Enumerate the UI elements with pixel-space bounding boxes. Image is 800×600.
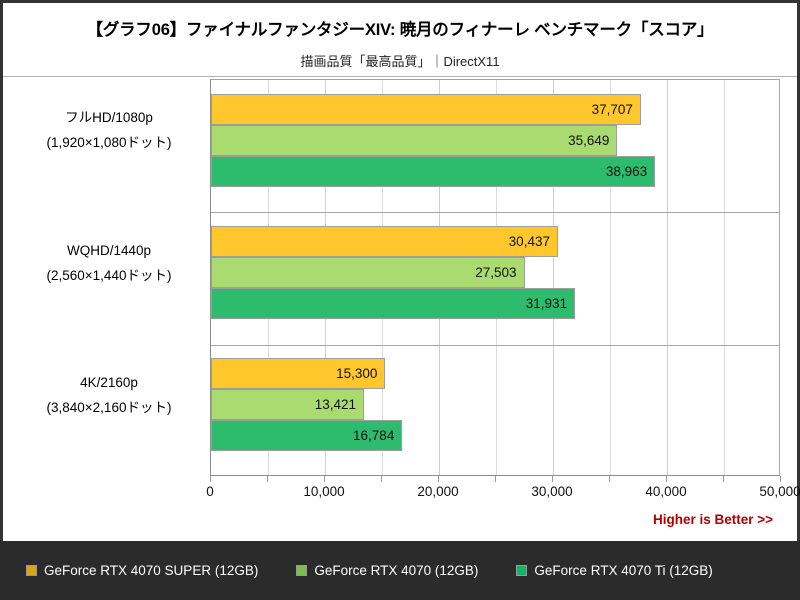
x-axis-label: 30,000 [531, 484, 573, 499]
chart-legend: GeForce RTX 4070 SUPER (12GB) GeForce RTX… [0, 541, 800, 600]
category-label-line2: (1,920×1,080ドット) [46, 135, 172, 151]
bar: 38,963 [211, 155, 656, 187]
legend-swatch-icon [516, 565, 528, 576]
bar-value-label: 30,437 [508, 234, 550, 249]
x-axis-tick [210, 476, 211, 482]
category-separator [211, 344, 779, 346]
legend-item: GeForce RTX 4070 (12GB) [296, 563, 478, 578]
bar-value-label: 35,649 [568, 132, 610, 148]
x-axis-tick [780, 476, 781, 482]
bar: 30,437 [211, 226, 558, 257]
legend-swatch-icon [296, 565, 308, 576]
x-axis-label: 0 [206, 484, 214, 499]
legend-label: GeForce RTX 4070 (12GB) [314, 563, 479, 578]
legend-label: GeForce RTX 4070 Ti (12GB) [534, 563, 713, 578]
x-axis-tick [438, 476, 439, 482]
category-label-line1: 4K/2160p [80, 374, 138, 390]
bar: 31,931 [211, 288, 575, 319]
bar: 37,707 [211, 93, 641, 125]
chart-subtitle: 描画品質「最高品質」｜DirectX11 [300, 54, 500, 69]
gridline [610, 80, 611, 475]
bar-value-label: 37,707 [591, 101, 633, 117]
category-label-line2: (2,560×1,440ドット) [46, 267, 172, 283]
category-label-line1: WQHD/1440p [66, 242, 152, 258]
legend-swatch-icon [26, 565, 37, 576]
legend-item: GeForce RTX 4070 SUPER (12GB) [26, 563, 258, 578]
x-axis-label: 50,000 [759, 484, 800, 499]
x-axis-tick [495, 476, 496, 482]
x-axis-tick [609, 476, 610, 482]
gridline [724, 80, 725, 475]
gridline [553, 80, 554, 475]
category-label-line1: フルHD/1080p [65, 110, 153, 126]
legend-item: GeForce RTX 4070 Ti (12GB) [516, 563, 713, 578]
higher-is-better-note: Higher is Better >> [652, 512, 773, 527]
x-axis-tick [324, 476, 325, 482]
bar-value-label: 38,963 [605, 163, 648, 179]
bar: 13,421 [211, 389, 364, 421]
category-separator [211, 212, 779, 214]
x-axis-tick [666, 476, 667, 482]
category-label: WQHD/1440p (2,560×1,440ドット) [11, 238, 207, 288]
category-label-line2: (3,840×2,160ドット) [46, 399, 172, 415]
category-label: 4K/2160p (3,840×2,160ドット) [11, 370, 207, 420]
category-label: フルHD/1080p (1,920×1,080ドット) [11, 105, 207, 155]
x-axis-tick [381, 476, 382, 482]
bar: 27,503 [211, 257, 525, 288]
bar: 35,649 [211, 124, 618, 156]
x-axis-label: 10,000 [303, 484, 345, 499]
bar-value-label: 13,421 [314, 397, 356, 413]
bar-value-label: 31,931 [525, 296, 567, 311]
bar: 15,300 [211, 358, 386, 390]
bar: 16,784 [211, 420, 403, 452]
bar-value-label: 15,300 [336, 366, 378, 382]
bar-value-label: 27,503 [475, 265, 517, 280]
x-axis-label: 20,000 [417, 484, 459, 499]
title-block: 【グラフ06】ファイナルファンタジーXIV: 暁月のフィナーレ ベンチマーク「ス… [3, 3, 797, 76]
bar-value-label: 16,784 [353, 428, 395, 444]
x-axis-label: 40,000 [645, 484, 687, 499]
legend-label: GeForce RTX 4070 SUPER (12GB) [44, 563, 259, 578]
gridline [667, 80, 668, 475]
title-divider [3, 76, 797, 77]
x-axis-tick [552, 476, 553, 482]
chart-title: 【グラフ06】ファイナルファンタジーXIV: 暁月のフィナーレ ベンチマーク「ス… [86, 21, 714, 39]
x-axis-tick [267, 476, 268, 482]
chart-card: 【グラフ06】ファイナルファンタジーXIV: 暁月のフィナーレ ベンチマーク「ス… [0, 0, 800, 541]
plot-area: 37,707 35,649 38,963 30,437 27,503 31,931 15,3… [210, 79, 780, 476]
x-axis-tick [723, 476, 724, 482]
